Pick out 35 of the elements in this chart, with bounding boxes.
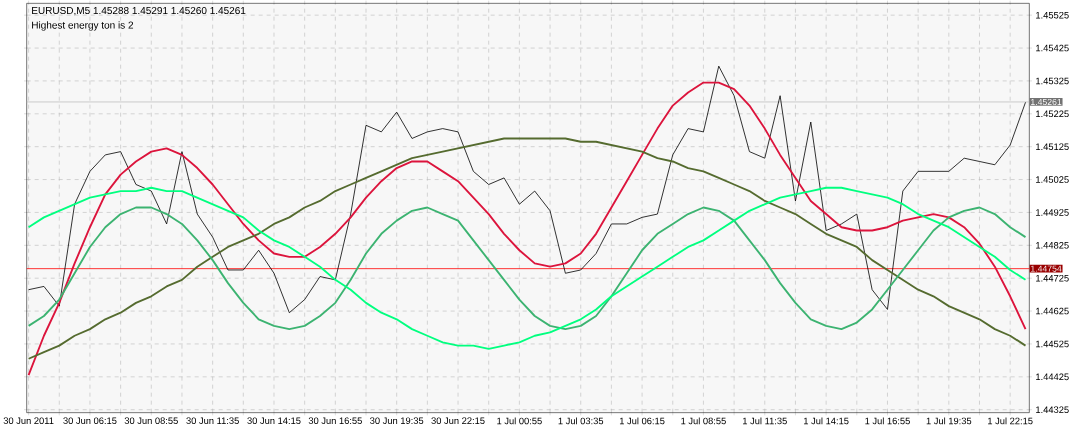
y-tick-label: 1.44925 [1036, 209, 1069, 216]
x-tick-label: 1 Jul 14:15 [804, 417, 849, 425]
y-tick-label: 1.44625 [1036, 307, 1069, 315]
y-tick-label: 1.45425 [1036, 44, 1069, 52]
y-tick-label: 1.45325 [1036, 77, 1069, 85]
x-tick-label: 30 Jun 19:35 [370, 417, 424, 424]
x-tick-label: 30 Jun 22:15 [431, 417, 485, 424]
text: Highest energy ton is 2 [32, 21, 134, 31]
x-tick-label: 1 Jul 00:55 [497, 417, 542, 425]
x-tick-label: 1 Jul 19:35 [926, 417, 972, 425]
ref-line-label: 1.45261 [1031, 98, 1062, 106]
y-tick-label: 1.45225 [1036, 110, 1069, 118]
chart-title: EURUSD,M5 1.45288 1.45291 1.45260 1.45261 [32, 6, 246, 16]
x-tick-label: 1 Jul 11:35 [743, 417, 787, 425]
x-tick-label: 1 Jul 03:35 [558, 417, 604, 425]
x-tick-label: 30 Jun 11:35 [186, 417, 239, 424]
x-tick-label: 30 Jun 16:55 [308, 417, 362, 424]
x-tick-label: 1 Jul 22:15 [988, 417, 1033, 425]
y-tick-label: 1.44425 [1036, 373, 1069, 381]
y-tick-label: 1.44825 [1036, 242, 1069, 249]
y-tick-label: 1.45525 [1036, 11, 1069, 19]
x-tick-label: 30 Jun 14:15 [247, 417, 301, 424]
x-tick-label: 1 Jul 08:55 [681, 417, 726, 425]
x-tick-label: 30 Jun 08:55 [124, 417, 178, 424]
ref-line-label: 1.44754 [1031, 265, 1062, 272]
x-tick-label: 1 Jul 06:15 [619, 417, 665, 425]
y-tick-label: 1.45125 [1036, 143, 1069, 150]
y-tick-label: 1.44525 [1036, 340, 1069, 348]
y-tick-label: 1.45025 [1036, 176, 1069, 183]
y-tick-label: 1.44325 [1036, 406, 1069, 413]
x-tick-label: 30 Jun 2011 [3, 417, 54, 424]
line-series [27, 206, 1027, 331]
x-tick-label: 1 Jul 16:55 [865, 417, 910, 425]
y-tick-label: 1.44725 [1036, 274, 1069, 282]
x-tick-label: 30 Jun 06:15 [63, 417, 117, 424]
